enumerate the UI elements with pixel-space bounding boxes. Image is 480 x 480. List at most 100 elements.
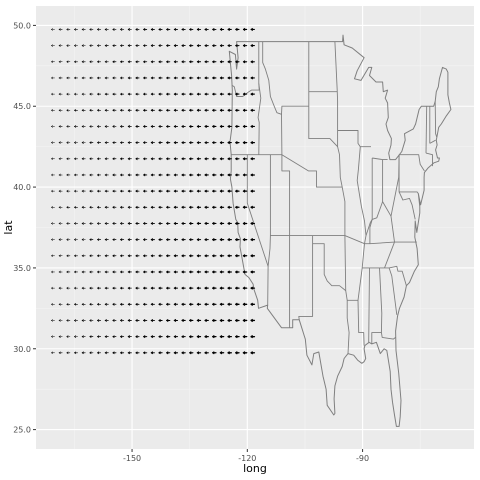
wind-arrow <box>74 108 78 112</box>
wind-arrow <box>181 44 186 48</box>
wind-arrow <box>112 254 117 258</box>
state-border <box>369 267 383 344</box>
state-border <box>365 154 400 236</box>
wind-arrow <box>81 319 86 322</box>
wind-arrow <box>104 270 109 274</box>
wind-arrow <box>66 302 71 306</box>
wind-arrow <box>97 141 102 144</box>
wind-arrow <box>120 222 125 225</box>
wind-arrow <box>212 44 217 48</box>
wind-arrow <box>227 108 232 112</box>
wind-arrow <box>58 189 63 193</box>
wind-arrow <box>58 286 63 290</box>
wind-arrow <box>150 141 155 145</box>
wind-arrow <box>181 92 186 96</box>
wind-arrow <box>104 335 109 339</box>
wind-arrow <box>66 173 71 177</box>
wind-arrow <box>227 238 232 242</box>
wind-arrow <box>127 335 132 339</box>
wind-arrow <box>158 335 163 339</box>
wind-arrow <box>135 92 140 96</box>
wind-arrow <box>189 270 194 274</box>
wind-arrow <box>250 237 256 242</box>
wind-arrow <box>112 205 117 209</box>
wind-arrow <box>81 76 86 80</box>
wind-arrow <box>235 286 240 290</box>
wind-arrow <box>204 92 209 96</box>
wind-arrow <box>89 173 94 177</box>
wind-arrow <box>181 60 186 64</box>
wind-arrow <box>189 302 194 306</box>
wind-arrow <box>242 76 248 80</box>
wind-arrow <box>212 157 217 161</box>
wind-arrow <box>235 173 240 177</box>
wind-arrow <box>235 124 240 129</box>
wind-arrow <box>51 125 55 128</box>
wind-arrow <box>127 270 132 274</box>
wind-arrow <box>235 270 240 274</box>
wind-arrow <box>227 76 232 80</box>
wind-arrow <box>181 173 186 177</box>
wind-arrow <box>143 173 148 177</box>
wind-arrow <box>189 60 194 64</box>
wind-arrow <box>112 222 117 225</box>
wind-arrow <box>104 141 109 145</box>
wind-arrow <box>51 173 55 177</box>
wind-arrow <box>189 254 194 258</box>
wind-arrow <box>204 124 209 128</box>
wind-arrow <box>97 44 101 47</box>
wind-arrow <box>204 302 209 306</box>
state-border <box>398 191 416 220</box>
wind-arrow <box>219 238 225 242</box>
wind-arrow <box>97 76 101 80</box>
wind-arrow <box>242 27 248 31</box>
wind-arrow <box>81 205 86 209</box>
wind-arrow <box>196 108 202 112</box>
wind-arrow <box>212 92 217 96</box>
wind-arrow <box>143 222 148 225</box>
state-border <box>347 299 365 346</box>
y-tick-label: 25.0 <box>13 426 31 435</box>
wind-arrow <box>204 270 209 274</box>
wind-arrow <box>166 238 171 242</box>
wind-arrow <box>120 189 125 193</box>
wind-arrow <box>227 60 232 64</box>
wind-arrow <box>235 76 240 80</box>
wind-arrow <box>104 92 109 96</box>
wind-arrow <box>66 44 71 47</box>
wind-arrow <box>235 44 240 48</box>
vector-field <box>51 27 256 355</box>
wind-arrow <box>74 189 78 193</box>
wind-arrow <box>173 173 178 177</box>
wind-arrow <box>150 302 155 306</box>
x-axis: -150 -120 -90 <box>123 449 369 463</box>
wind-arrow <box>74 286 78 290</box>
wind-arrow <box>135 319 140 322</box>
state-border <box>337 130 371 148</box>
wind-arrow <box>58 92 63 96</box>
wind-arrow <box>242 189 248 193</box>
wind-arrow <box>135 238 140 242</box>
wind-arrow <box>127 205 132 209</box>
wind-arrow <box>97 92 101 96</box>
wind-arrow <box>219 124 225 128</box>
wind-arrow <box>196 157 202 161</box>
wind-arrow <box>204 44 209 48</box>
wind-arrow <box>127 286 132 290</box>
wind-arrow <box>242 254 248 258</box>
wind-arrow <box>81 351 86 355</box>
wind-arrow <box>235 221 240 226</box>
wind-arrow <box>235 334 240 339</box>
wind-arrow <box>97 60 101 64</box>
wind-arrow <box>150 205 155 209</box>
wind-arrow <box>212 173 217 177</box>
wind-arrow <box>58 60 63 64</box>
wind-arrow <box>112 335 117 339</box>
wind-arrow <box>227 141 232 145</box>
wind-arrow <box>250 221 255 226</box>
wind-arrow <box>204 335 209 339</box>
wind-arrow <box>74 222 78 225</box>
wind-arrow <box>196 27 202 31</box>
wind-arrow <box>89 286 94 290</box>
state-border <box>372 157 388 161</box>
